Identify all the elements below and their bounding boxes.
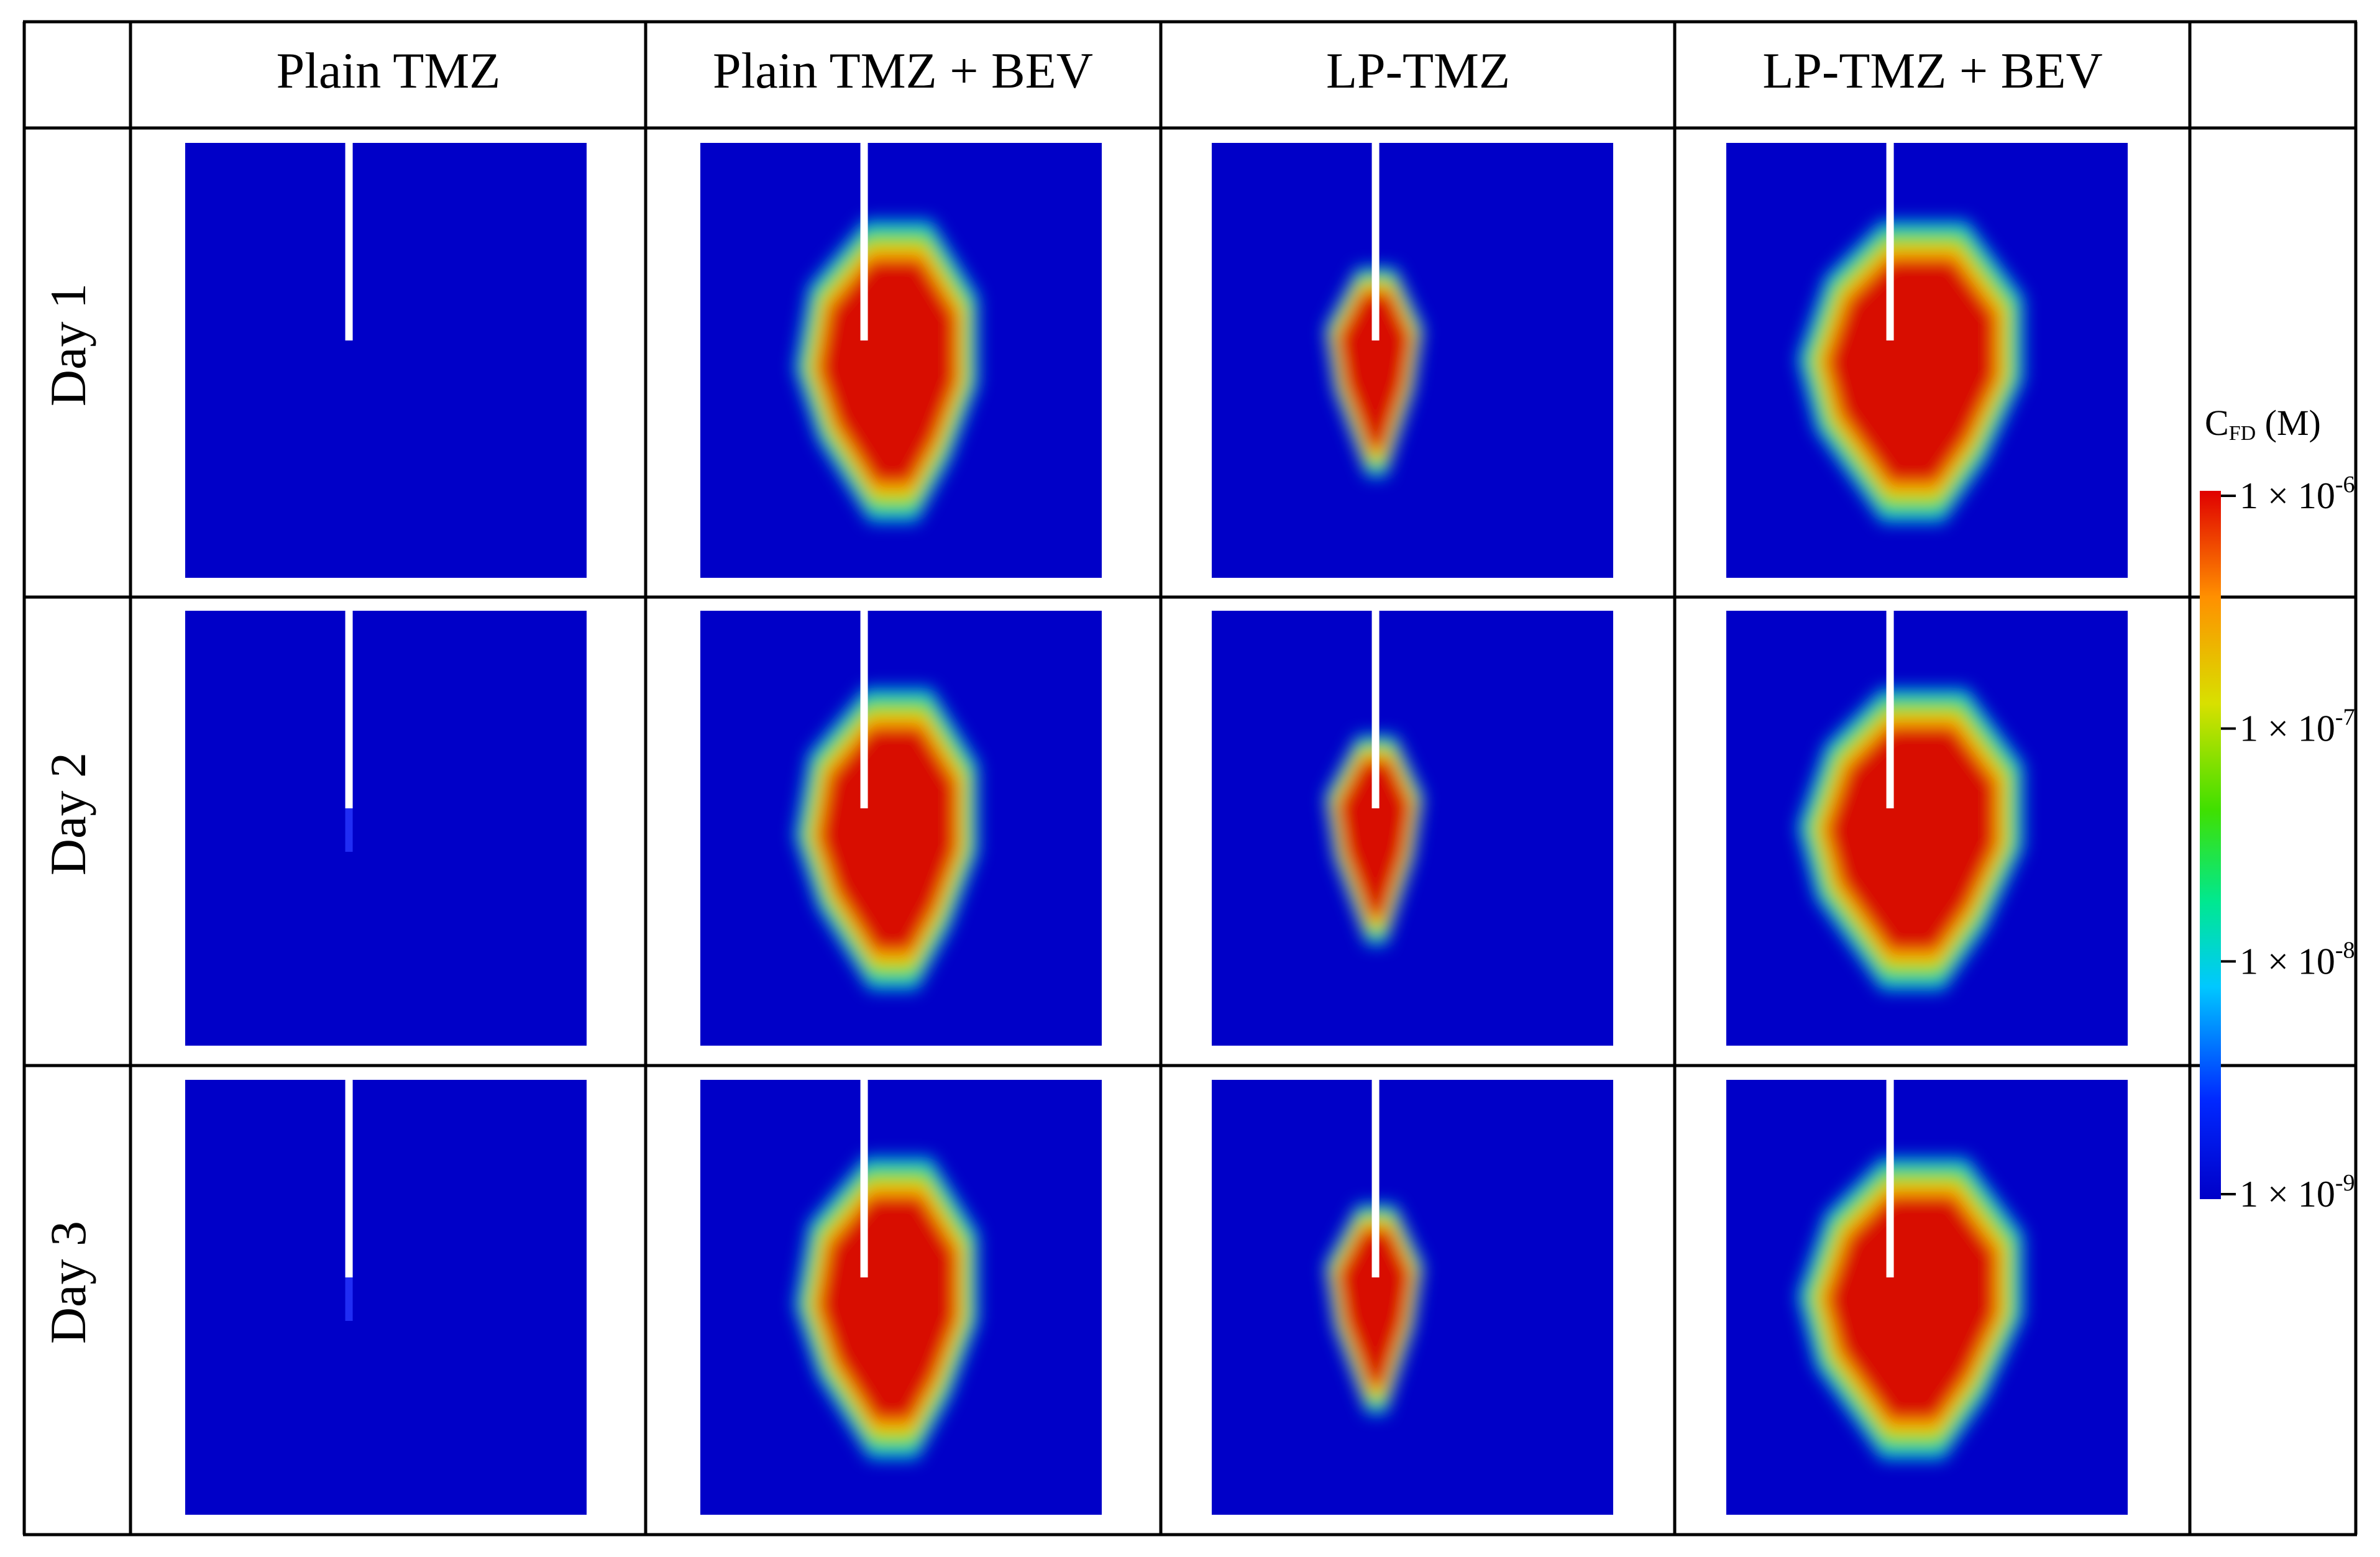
plume-layer-4: [1337, 292, 1412, 449]
concentration-plume: [1796, 220, 2025, 523]
row-label: Day 2: [40, 752, 96, 875]
plume-layer-4: [1826, 726, 1997, 952]
table-grid: [22, 20, 2358, 1536]
panel-day-2-plain-tmz: [185, 611, 587, 1046]
panel-day-2-plain-tmz-bev: [700, 611, 1102, 1046]
panel-day-3-plain-tmz: [185, 1080, 587, 1515]
needle-tip-release: [345, 1277, 353, 1321]
colorbar: CFD (M) 1 × 10-6 1 × 10-7 1 × 10-8 1 × 10-9: [2200, 403, 2355, 1215]
injection-needle: [860, 143, 868, 340]
injection-needle: [860, 1080, 868, 1277]
injection-needle: [1371, 611, 1380, 808]
row-label: Day 1: [40, 283, 96, 406]
panel-day-1-plain-tmz-bev: [700, 143, 1102, 578]
injection-needle: [860, 611, 868, 808]
colorbar-tick-label: 1 × 10-6: [2240, 472, 2355, 516]
injection-needle: [345, 611, 353, 808]
row-label: Day 3: [40, 1221, 96, 1344]
concentration-plume: [1796, 1157, 2025, 1460]
injection-needle: [345, 1080, 353, 1277]
plume-layer-4: [1337, 1229, 1412, 1386]
column-header: LP-TMZ + BEV: [1762, 42, 2102, 99]
colorbar-ticks: 1 × 10-6 1 × 10-7 1 × 10-8 1 × 10-9: [2221, 472, 2355, 1215]
injection-needle: [1886, 143, 1894, 340]
simulation-panels: [185, 143, 2128, 1515]
panel-day-2-lp-tmz-bev: [1726, 611, 2128, 1046]
colorbar-tick-label: 1 × 10-7: [2240, 705, 2355, 749]
panel-day-2-lp-tmz: [1212, 611, 1613, 1046]
injection-needle: [1886, 611, 1894, 808]
injection-needle: [1371, 143, 1380, 340]
plume-layer-4: [818, 1195, 956, 1422]
panel-background: [185, 1080, 587, 1515]
colorbar-title: CFD (M): [2205, 403, 2321, 445]
column-header: Plain TMZ: [277, 42, 501, 99]
colorbar-tick-label: 1 × 10-9: [2240, 1170, 2355, 1215]
column-header: Plain TMZ + BEV: [713, 42, 1093, 99]
concentration-plume: [794, 687, 979, 990]
injection-needle: [345, 143, 353, 340]
panel-day-3-lp-tmz-bev: [1726, 1080, 2128, 1515]
plume-layer-4: [1826, 258, 1997, 484]
concentration-plume: [1796, 688, 2025, 991]
colorbar-gradient: [2200, 491, 2221, 1199]
plume-layer-4: [1826, 1195, 1997, 1421]
panel-background: [185, 143, 587, 578]
plume-layer-4: [1337, 760, 1412, 917]
plume-layer-4: [818, 726, 956, 952]
concentration-plume: [1324, 267, 1424, 478]
panel-day-1-plain-tmz: [185, 143, 587, 578]
panel-day-3-plain-tmz-bev: [700, 1080, 1102, 1515]
concentration-plume: [1324, 734, 1424, 946]
column-header: LP-TMZ: [1326, 42, 1510, 99]
injection-needle: [1371, 1080, 1380, 1277]
row-labels: Day 1 Day 2 Day 3: [40, 283, 96, 1344]
colorbar-tick-label: 1 × 10-8: [2240, 937, 2355, 982]
needle-tip-release: [345, 808, 353, 852]
concentration-plume: [794, 219, 979, 523]
column-headers: Plain TMZ Plain TMZ + BEV LP-TMZ LP-TMZ …: [277, 42, 2103, 99]
injection-needle: [1886, 1080, 1894, 1277]
panel-day-3-lp-tmz: [1212, 1080, 1613, 1515]
panel-day-1-lp-tmz: [1212, 143, 1613, 578]
panel-background: [185, 611, 587, 1046]
plume-layer-4: [818, 258, 956, 485]
panel-day-1-lp-tmz-bev: [1726, 143, 2128, 578]
concentration-plume: [1324, 1203, 1424, 1415]
concentration-plume: [794, 1156, 979, 1459]
